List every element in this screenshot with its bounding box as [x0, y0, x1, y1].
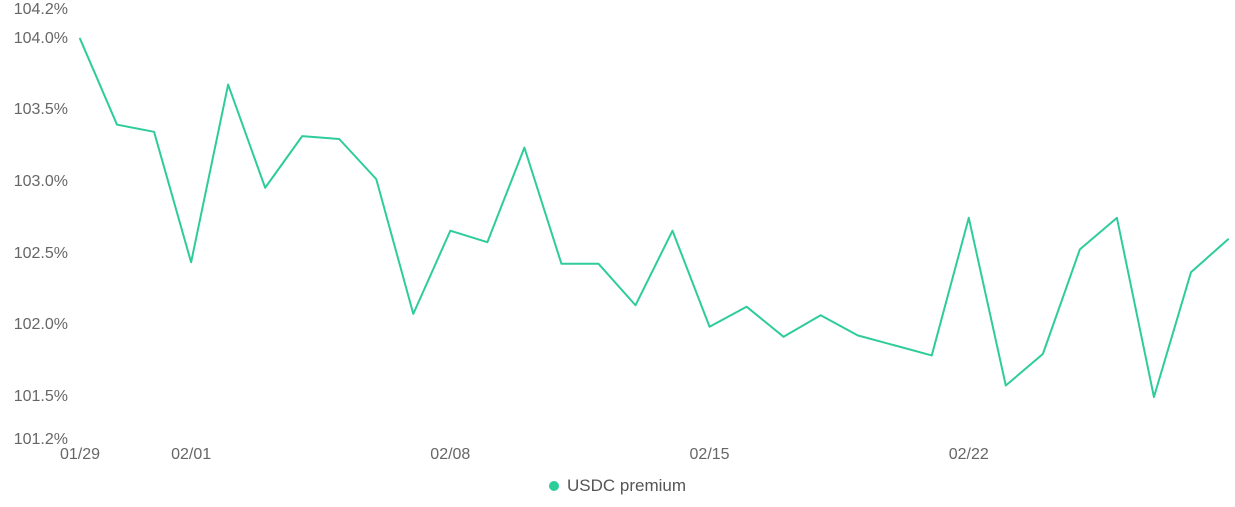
usdc-premium-chart: 101.2% 101.5% 102.0% 102.5% 103.0% 103.5% 104.…	[0, 0, 1235, 507]
y-axis-tick-label: 101.2%	[0, 431, 68, 449]
x-axis-tick-label: 02/22	[949, 446, 989, 464]
legend: USDC premium	[0, 476, 1235, 496]
x-axis-tick-label: 02/01	[171, 446, 211, 464]
y-axis-tick-label: 104.2%	[0, 1, 68, 19]
x-axis-tick-label: 01/29	[60, 446, 100, 464]
plot-area	[80, 10, 1228, 440]
y-axis-tick-label: 101.5%	[0, 388, 68, 406]
y-axis-tick-label: 103.5%	[0, 101, 68, 119]
y-axis-tick-label: 103.0%	[0, 173, 68, 191]
y-axis-tick-label: 102.5%	[0, 245, 68, 263]
line-series	[80, 10, 1228, 440]
legend-label: USDC premium	[567, 476, 686, 496]
x-axis-tick-label: 02/15	[690, 446, 730, 464]
x-axis-tick-label: 02/08	[430, 446, 470, 464]
y-axis-tick-label: 102.0%	[0, 316, 68, 334]
y-axis-tick-label: 104.0%	[0, 30, 68, 48]
legend-marker-icon	[549, 481, 559, 491]
